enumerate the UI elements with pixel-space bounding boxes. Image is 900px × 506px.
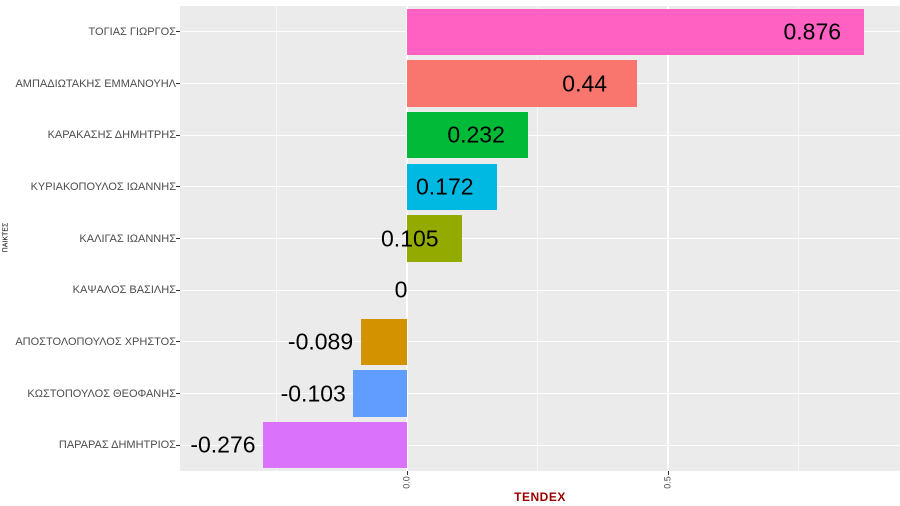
bar-4 <box>407 163 497 211</box>
bar-1 <box>407 8 865 56</box>
gridline-minor-x <box>798 6 799 471</box>
y-axis-tick <box>176 186 180 188</box>
gridline-major-x <box>406 6 408 471</box>
y-axis-tick-label: ΤΟΓΙΑΣ ΓΙΩΡΓΟΣ <box>88 25 176 38</box>
bar-value-label: -0.103 <box>280 380 346 406</box>
gridline-minor-x <box>276 6 277 471</box>
gridline-major-y <box>180 341 900 343</box>
bar-3 <box>407 111 529 159</box>
gridline-major-x <box>667 6 669 471</box>
y-axis-tick-label: ΑΜΠΑΔΙΩΤΑΚΗΣ ΕΜΜΑΝΟΥΗΛ <box>15 77 176 90</box>
gridline-minor-x <box>537 6 538 471</box>
y-axis-tick <box>176 238 180 239</box>
bar-8 <box>353 370 407 417</box>
y-axis-tick-label: ΚΑΨΑΛΟΣ ΒΑΣΙΛΗΣ <box>72 284 176 297</box>
bar-9 <box>262 421 407 469</box>
bar-5 <box>407 215 462 262</box>
y-axis-tick <box>176 444 180 446</box>
bar-value-label: 0.876 <box>783 18 842 45</box>
y-axis-tick <box>176 31 180 33</box>
y-axis-tick <box>176 289 180 291</box>
y-axis-tick-label: ΑΠΟΣΤΟΛΟΠΟΥΛΟΣ ΧΡΗΣΤΟΣ <box>15 335 176 348</box>
bar-value-label: -0.089 <box>287 328 354 355</box>
y-axis-title: ΠΑΙΚΤΕΣ <box>2 222 10 253</box>
y-axis-tick-label: ΚΥΡΙΑΚΟΠΟΥΛΟΣ ΙΩΑΝΝΗΣ <box>30 180 176 193</box>
bar-value-label: 0.105 <box>381 225 439 251</box>
gridline-major-y <box>180 289 900 291</box>
y-axis-tick <box>176 341 180 343</box>
gridline-major-y <box>180 186 900 188</box>
x-axis-title: TENDEX <box>514 490 566 504</box>
bar-value-label: 0.44 <box>562 70 608 96</box>
y-axis-tick <box>176 393 180 394</box>
bar-value-label: 0.232 <box>447 121 505 148</box>
gridline-major-y <box>180 238 900 239</box>
bar-value-label: 0.172 <box>416 173 474 200</box>
x-axis-tick <box>667 471 669 475</box>
bar-2 <box>407 60 637 107</box>
y-axis-tick-label: ΚΑΛΙΓΑΣ ΙΩΑΝΝΗΣ <box>79 232 176 245</box>
y-axis-tick <box>176 134 180 136</box>
bar-7 <box>360 318 407 366</box>
gridline-major-y <box>180 134 900 136</box>
x-axis-tick <box>406 471 408 475</box>
plot-panel <box>180 6 900 471</box>
y-axis-tick <box>176 83 180 84</box>
y-axis-tick-label: ΚΑΡΑΚΑΣΗΣ ΔΗΜΗΤΡΗΣ <box>47 129 176 142</box>
gridline-major-y <box>180 444 900 446</box>
y-axis-tick-label: ΚΩΣΤΟΠΟΥΛΟΣ ΘΕΟΦΑΝΗΣ <box>27 387 176 400</box>
gridline-major-y <box>180 393 900 394</box>
bar-value-label: 0 <box>394 276 408 303</box>
bar-value-label: -0.276 <box>190 431 256 458</box>
y-axis-tick-label: ΠΑΡΑΡΑΣ ΔΗΜΗΤΡΙΟΣ <box>58 439 176 452</box>
